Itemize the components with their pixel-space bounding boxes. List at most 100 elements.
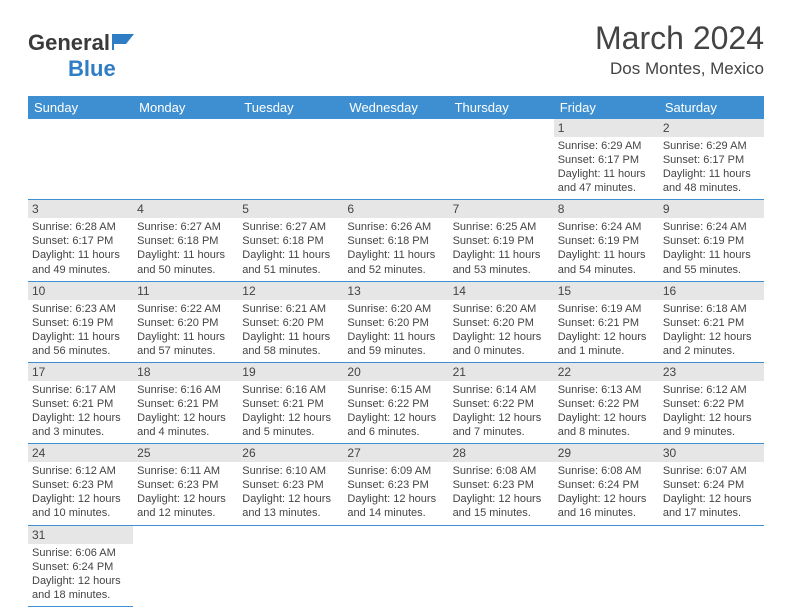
sunset-text: Sunset: 6:23 PM (32, 478, 129, 492)
daylight-text: Daylight: 11 hours (663, 167, 760, 181)
day-details: Sunrise: 6:07 AMSunset: 6:24 PMDaylight:… (659, 462, 764, 524)
day-details: Sunrise: 6:29 AMSunset: 6:17 PMDaylight:… (554, 137, 659, 199)
day-details: Sunrise: 6:20 AMSunset: 6:20 PMDaylight:… (449, 300, 554, 362)
sunrise-text: Sunrise: 6:10 AM (242, 464, 339, 478)
sunset-text: Sunset: 6:20 PM (347, 316, 444, 330)
daylight-text: and 54 minutes. (558, 263, 655, 277)
calendar-cell (554, 525, 659, 606)
daylight-text: Daylight: 12 hours (242, 411, 339, 425)
daylight-text: and 49 minutes. (32, 263, 129, 277)
daylight-text: and 0 minutes. (453, 344, 550, 358)
day-number: 1 (554, 119, 659, 137)
daylight-text: Daylight: 12 hours (558, 492, 655, 506)
daylight-text: Daylight: 12 hours (137, 492, 234, 506)
daylight-text: and 51 minutes. (242, 263, 339, 277)
sunset-text: Sunset: 6:17 PM (32, 234, 129, 248)
daylight-text: and 50 minutes. (137, 263, 234, 277)
day-details: Sunrise: 6:06 AMSunset: 6:24 PMDaylight:… (28, 544, 133, 606)
daylight-text: Daylight: 11 hours (558, 167, 655, 181)
sunrise-text: Sunrise: 6:11 AM (137, 464, 234, 478)
daylight-text: and 17 minutes. (663, 506, 760, 520)
sunrise-text: Sunrise: 6:27 AM (137, 220, 234, 234)
sunset-text: Sunset: 6:19 PM (558, 234, 655, 248)
daylight-text: and 15 minutes. (453, 506, 550, 520)
daylight-text: and 56 minutes. (32, 344, 129, 358)
calendar-row: 24Sunrise: 6:12 AMSunset: 6:23 PMDayligh… (28, 444, 764, 525)
daylight-text: and 13 minutes. (242, 506, 339, 520)
calendar-row: 17Sunrise: 6:17 AMSunset: 6:21 PMDayligh… (28, 362, 764, 443)
daylight-text: Daylight: 11 hours (453, 248, 550, 262)
sunset-text: Sunset: 6:23 PM (347, 478, 444, 492)
calendar-cell (343, 119, 448, 200)
sunrise-text: Sunrise: 6:09 AM (347, 464, 444, 478)
brand-text: General Blue (28, 30, 138, 82)
daylight-text: Daylight: 11 hours (663, 248, 760, 262)
sunrise-text: Sunrise: 6:23 AM (32, 302, 129, 316)
day-details: Sunrise: 6:10 AMSunset: 6:23 PMDaylight:… (238, 462, 343, 524)
sunset-text: Sunset: 6:19 PM (453, 234, 550, 248)
day-details: Sunrise: 6:14 AMSunset: 6:22 PMDaylight:… (449, 381, 554, 443)
day-details: Sunrise: 6:18 AMSunset: 6:21 PMDaylight:… (659, 300, 764, 362)
day-number: 21 (449, 363, 554, 381)
calendar-cell (659, 525, 764, 606)
calendar-cell (343, 525, 448, 606)
calendar-cell: 5Sunrise: 6:27 AMSunset: 6:18 PMDaylight… (238, 200, 343, 281)
weekday-header: Wednesday (343, 96, 448, 119)
sunrise-text: Sunrise: 6:12 AM (32, 464, 129, 478)
sunset-text: Sunset: 6:22 PM (453, 397, 550, 411)
day-details: Sunrise: 6:19 AMSunset: 6:21 PMDaylight:… (554, 300, 659, 362)
sunset-text: Sunset: 6:18 PM (242, 234, 339, 248)
day-details: Sunrise: 6:27 AMSunset: 6:18 PMDaylight:… (238, 218, 343, 280)
sunrise-text: Sunrise: 6:27 AM (242, 220, 339, 234)
daylight-text: and 5 minutes. (242, 425, 339, 439)
weekday-header: Sunday (28, 96, 133, 119)
day-details: Sunrise: 6:27 AMSunset: 6:18 PMDaylight:… (133, 218, 238, 280)
daylight-text: and 47 minutes. (558, 181, 655, 195)
daylight-text: Daylight: 12 hours (32, 574, 129, 588)
calendar-cell: 20Sunrise: 6:15 AMSunset: 6:22 PMDayligh… (343, 362, 448, 443)
calendar-cell: 29Sunrise: 6:08 AMSunset: 6:24 PMDayligh… (554, 444, 659, 525)
daylight-text: Daylight: 11 hours (347, 330, 444, 344)
calendar-row: 3Sunrise: 6:28 AMSunset: 6:17 PMDaylight… (28, 200, 764, 281)
day-number: 7 (449, 200, 554, 218)
sunrise-text: Sunrise: 6:29 AM (663, 139, 760, 153)
sunrise-text: Sunrise: 6:06 AM (32, 546, 129, 560)
day-number: 2 (659, 119, 764, 137)
sunrise-text: Sunrise: 6:14 AM (453, 383, 550, 397)
calendar-row: 1Sunrise: 6:29 AMSunset: 6:17 PMDaylight… (28, 119, 764, 200)
day-number: 8 (554, 200, 659, 218)
weekday-header: Saturday (659, 96, 764, 119)
day-number: 9 (659, 200, 764, 218)
calendar-row: 10Sunrise: 6:23 AMSunset: 6:19 PMDayligh… (28, 281, 764, 362)
day-number: 14 (449, 282, 554, 300)
sunset-text: Sunset: 6:23 PM (453, 478, 550, 492)
day-number: 18 (133, 363, 238, 381)
weekday-header: Friday (554, 96, 659, 119)
calendar-body: 1Sunrise: 6:29 AMSunset: 6:17 PMDaylight… (28, 119, 764, 606)
day-number: 29 (554, 444, 659, 462)
calendar-cell: 27Sunrise: 6:09 AMSunset: 6:23 PMDayligh… (343, 444, 448, 525)
daylight-text: Daylight: 12 hours (347, 492, 444, 506)
sunset-text: Sunset: 6:24 PM (663, 478, 760, 492)
calendar-cell: 12Sunrise: 6:21 AMSunset: 6:20 PMDayligh… (238, 281, 343, 362)
sunset-text: Sunset: 6:22 PM (558, 397, 655, 411)
day-number: 19 (238, 363, 343, 381)
daylight-text: and 59 minutes. (347, 344, 444, 358)
daylight-text: Daylight: 11 hours (347, 248, 444, 262)
daylight-text: Daylight: 11 hours (558, 248, 655, 262)
day-number: 25 (133, 444, 238, 462)
daylight-text: and 9 minutes. (663, 425, 760, 439)
sunrise-text: Sunrise: 6:29 AM (558, 139, 655, 153)
day-number: 4 (133, 200, 238, 218)
sunrise-text: Sunrise: 6:19 AM (558, 302, 655, 316)
day-details: Sunrise: 6:21 AMSunset: 6:20 PMDaylight:… (238, 300, 343, 362)
daylight-text: and 14 minutes. (347, 506, 444, 520)
day-number: 23 (659, 363, 764, 381)
calendar-cell: 7Sunrise: 6:25 AMSunset: 6:19 PMDaylight… (449, 200, 554, 281)
location: Dos Montes, Mexico (595, 59, 764, 79)
daylight-text: Daylight: 12 hours (242, 492, 339, 506)
day-number: 30 (659, 444, 764, 462)
day-details: Sunrise: 6:23 AMSunset: 6:19 PMDaylight:… (28, 300, 133, 362)
day-details: Sunrise: 6:16 AMSunset: 6:21 PMDaylight:… (133, 381, 238, 443)
daylight-text: and 55 minutes. (663, 263, 760, 277)
